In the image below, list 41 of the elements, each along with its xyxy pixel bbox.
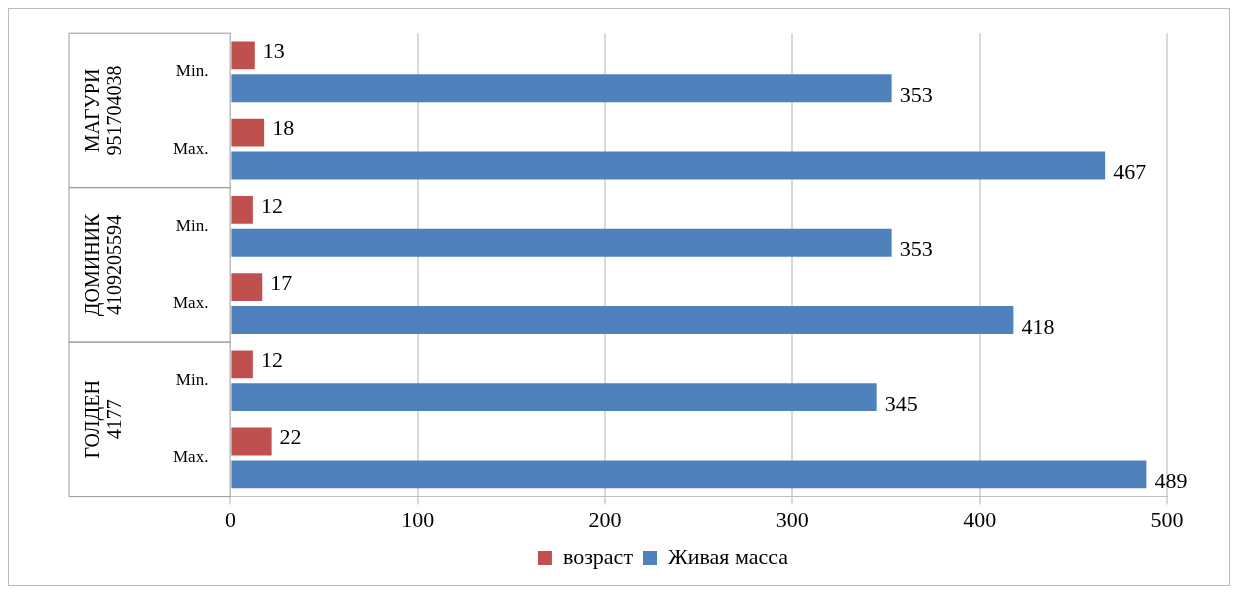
x-tick-label: 100: [401, 506, 435, 532]
data-label: 17: [270, 269, 293, 295]
data-label: 467: [1113, 159, 1147, 185]
text: МАГУРИ 951704038: [81, 65, 126, 156]
y-tick-label: Min.: [175, 215, 209, 235]
x-tick-label: 200: [588, 506, 622, 532]
bar: [231, 41, 255, 70]
bar: [231, 350, 253, 379]
bar: [231, 460, 1147, 489]
y-tick-label: Min.: [175, 370, 209, 390]
bar: [231, 305, 1014, 334]
bar: [231, 118, 265, 147]
y-tick-label: Max.: [172, 138, 209, 158]
data-label: 13: [262, 38, 285, 64]
x-tick-label: 0: [224, 506, 236, 532]
data-label: 12: [260, 192, 283, 218]
bar: [231, 74, 892, 103]
y-tick-label: Max.: [172, 447, 209, 467]
y-tick-label: Min.: [175, 61, 209, 81]
x-tick-label: 500: [1150, 506, 1184, 532]
data-label: 353: [899, 82, 933, 108]
x-tick-label: 300: [775, 506, 809, 532]
text: ГОЛДЕН 4177: [81, 380, 126, 459]
y-tick-label: Max.: [172, 292, 209, 312]
data-label: 353: [899, 236, 933, 262]
bar: [231, 383, 877, 412]
legend-label: Живая масса: [668, 543, 789, 569]
bar: [231, 195, 253, 224]
data-label: 489: [1154, 468, 1188, 494]
bar: [231, 228, 892, 257]
data-label: 18: [272, 115, 295, 141]
data-label: 12: [260, 347, 283, 373]
x-tick-label: 400: [963, 506, 997, 532]
text: ДОМИНИК 4109205594: [81, 212, 126, 317]
data-label: 22: [279, 424, 302, 450]
legend-label: возраст: [562, 543, 634, 569]
bar: [231, 273, 263, 302]
bar: [231, 427, 272, 456]
data-label: 418: [1021, 313, 1055, 339]
bar: [231, 151, 1106, 180]
data-label: 345: [884, 390, 918, 416]
